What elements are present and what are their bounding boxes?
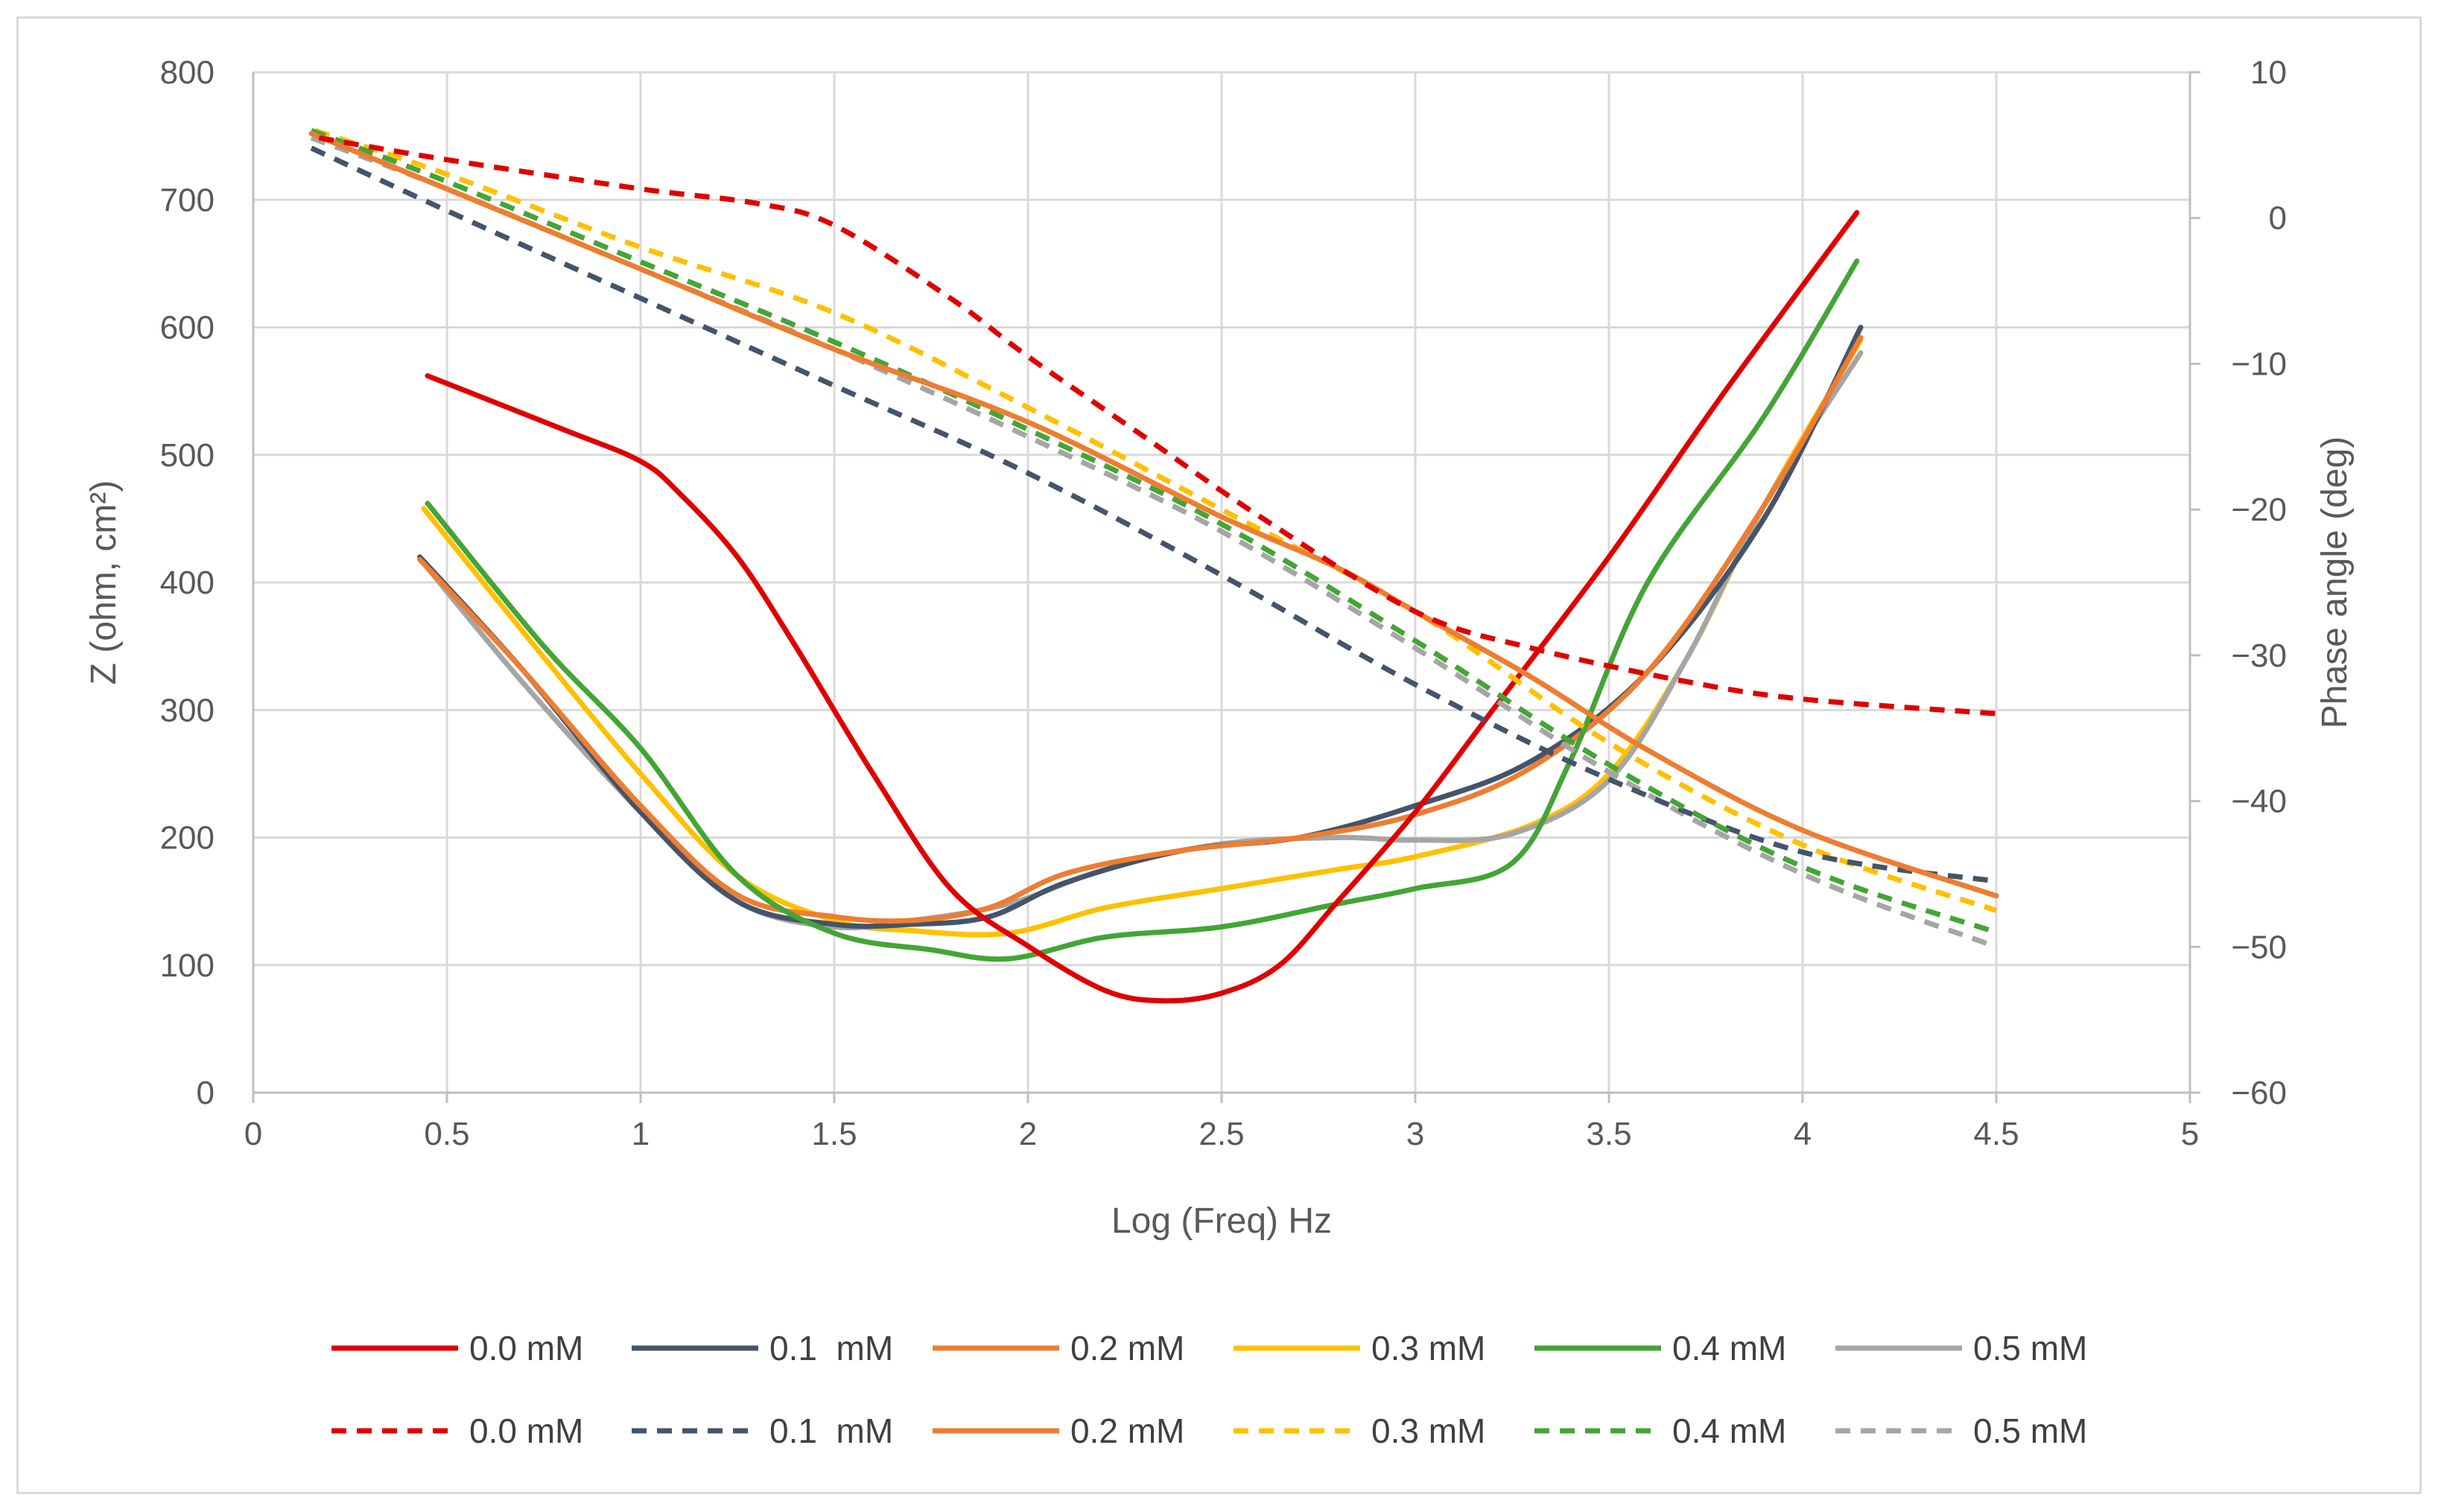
series-line-impedance-0-2mM (417, 334, 1864, 924)
y2-tick-label: 0 (2269, 200, 2287, 237)
series-line-impedance-0-5mM (421, 350, 1864, 931)
series-line-phase-0-4mM (310, 128, 1998, 936)
series-line-impedance-0-0mM (425, 209, 1860, 1004)
x-tick-label: 2 (1019, 1116, 1037, 1152)
tick-labels: 0 0.5 1 1.5 2 2.5 3 3.5 4 4.5 50100200300400500600… (160, 54, 2287, 1152)
series-group (308, 127, 1999, 1004)
legend-entry-label: 0.1 mM (769, 1411, 893, 1450)
y-tick-label: 800 (160, 54, 215, 91)
y-tick-label: 100 (160, 947, 215, 984)
y2-tick-label: −60 (2231, 1075, 2287, 1111)
chart-frame (16, 16, 2422, 1494)
x-tick-label: 3.5 (1586, 1116, 1631, 1152)
series-line-impedance-0-3mM (421, 337, 1864, 938)
x-tick-label: 4.5 (1973, 1116, 2019, 1152)
y-tick-label: 600 (160, 310, 215, 346)
legend-entry-label: 0.0 mM (469, 1411, 583, 1450)
legend: 0.0 mM 0.1 mM 0.2 mM 0.3 mM 0.4 mM 0.5 mM 0.0 … (331, 1329, 2087, 1450)
series-line-phase-0-0mM (318, 135, 1997, 717)
legend-entry-label: 0.4 mM (1672, 1329, 1786, 1368)
y-tick-label: 500 (160, 437, 215, 474)
legend-entry-label: 0.2 mM (1070, 1329, 1184, 1368)
legend-entry-label: 0.0 mM (469, 1329, 583, 1368)
y2-tick-label: −30 (2231, 638, 2287, 674)
y2-tick-label: −20 (2231, 492, 2287, 528)
y2-tick-label: −50 (2231, 929, 2287, 965)
x-tick-label: 4 (1794, 1116, 1812, 1152)
x-tick-label: 1 (632, 1116, 650, 1152)
legend-entry-label: 0.3 mM (1371, 1411, 1485, 1450)
legend-entry-label: 0.5 mM (1973, 1411, 2087, 1450)
legend-entry-label: 0.5 mM (1973, 1329, 2087, 1368)
y2-tick-label: −40 (2231, 784, 2287, 820)
gridlines (253, 71, 2190, 1093)
x-tick-label: 0.5 (424, 1116, 469, 1152)
y-tick-label: 200 (160, 820, 215, 857)
y-tick-label: 300 (160, 692, 215, 728)
x-axis-title: Log (Freq) Hz (1111, 1201, 1332, 1241)
y-tick-label: 0 (197, 1075, 215, 1111)
series-line-phase-0-3mM (314, 127, 1998, 913)
legend-entry-label: 0.2 mM (1070, 1411, 1184, 1450)
x-tick-label: 0 (244, 1116, 262, 1152)
y2-tick-label: −10 (2231, 346, 2287, 382)
y-tick-label: 700 (160, 182, 215, 218)
legend-entry-label: 0.3 mM (1371, 1329, 1485, 1368)
y2-axis-title: Phase angle (deg) (2315, 436, 2355, 728)
y-axis-title: Z (ohm, cm²) (84, 480, 124, 685)
legend-entry-label: 0.4 mM (1672, 1411, 1786, 1450)
y2-tick-label: 10 (2250, 54, 2287, 91)
y-tick-label: 400 (160, 565, 215, 601)
x-tick-label: 3 (1406, 1116, 1424, 1152)
x-tick-label: 1.5 (811, 1116, 857, 1152)
axes (252, 71, 2200, 1103)
x-tick-label: 5 (2181, 1116, 2199, 1152)
x-tick-label: 2.5 (1199, 1116, 1244, 1152)
series-line-phase-0-1mM (310, 145, 1997, 884)
series-line-phase-0-2mM (308, 130, 1999, 899)
legend-entry-label: 0.1 mM (769, 1329, 893, 1368)
series-line-impedance-0-4mM (425, 258, 1860, 962)
